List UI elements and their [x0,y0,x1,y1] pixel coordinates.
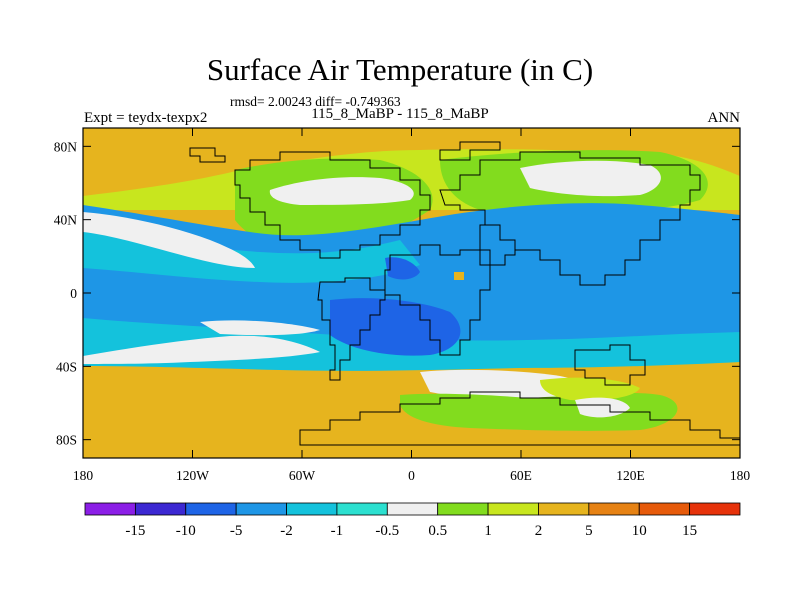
colorbar-label: -15 [125,523,145,539]
field-sahara-minus5 [385,257,420,280]
colorbar-swatch [134,502,187,516]
colorbar-swatch [336,502,388,516]
outline-antarctica [299,391,740,446]
colorbar: -15 -10 -5 -2 -1 -0.5 0.5 1 2 5 10 15 [84,502,741,539]
field-siberia-white [520,160,661,197]
colorbar-label: 2 [535,523,543,539]
plot-title: Surface Air Temperature (in C) [206,52,594,87]
colorbar-swatch [437,502,489,516]
x-tick-label: 180 [730,468,751,483]
x-tick-label: 180 [73,468,94,483]
x-tick-label: 120W [176,468,209,483]
colorbar-label: -10 [176,523,196,539]
field-pacific-white-south [83,335,320,364]
colorbar-swatch [638,502,691,516]
rmsd-diff-stats: rmsd= 2.00243 diff= -0.749363 [230,94,401,109]
outline-greenland-tip [189,147,226,163]
colorbar-label: 15 [682,523,697,539]
field-pacific-white-mid [200,320,320,336]
colorbar-label: -1 [331,523,344,539]
y-tick-label: 80N [54,139,78,154]
outline-africa [384,244,491,356]
colorbar-label: 10 [632,523,647,539]
y-tick-label: 40N [54,213,78,228]
colorbar-label: 5 [585,523,593,539]
colorbar-swatch [538,502,590,516]
colorbar-swatch [588,502,640,516]
outline-north-america [234,151,431,259]
x-tick-label: 60W [289,468,316,483]
field-na-white [269,177,414,205]
colorbar-swatch [235,502,287,516]
field-southern-2 [540,377,640,401]
colorbar-swatch [185,502,237,516]
x-tick-label: 0 [408,468,415,483]
x-tick-label: 60E [510,468,532,483]
field-patch-5 [454,272,464,280]
field-pacific-white-north [83,212,255,268]
outline-south-america [317,277,386,381]
colorbar-label: -2 [280,523,293,539]
temperature-field [83,128,740,458]
x-tick-label: 120E [616,468,645,483]
colorbar-label: 1 [484,523,492,539]
field-africa-minus5 [330,298,461,356]
outline-australia [574,344,646,386]
y-tick-label: 40S [56,359,77,374]
colorbar-swatch [386,502,439,516]
continent-outlines [189,141,740,446]
colorbar-swatch [689,502,741,516]
period-label: 115_8_MaBP - 115_8_MaBP [311,106,489,122]
colorbar-label: 0.5 [428,523,447,539]
y-tick-label: 80S [56,433,77,448]
colorbar-swatch [487,502,539,516]
outline-arabia [479,224,516,266]
colorbar-label: -0.5 [375,523,399,539]
experiment-label: Expt = teydx-texpx2 [84,110,208,126]
colorbar-label: -5 [230,523,243,539]
season-label: ANN [707,110,741,126]
axis-ticks: 180 120W 60W 0 60E 120E 180 80N 40N 0 40S 80S [54,128,751,483]
y-tick-label: 0 [70,286,77,301]
field-southern-white [420,369,591,402]
colorbar-swatch [84,502,136,516]
outline-arctic-islands [439,141,501,161]
colorbar-swatch [286,502,338,516]
